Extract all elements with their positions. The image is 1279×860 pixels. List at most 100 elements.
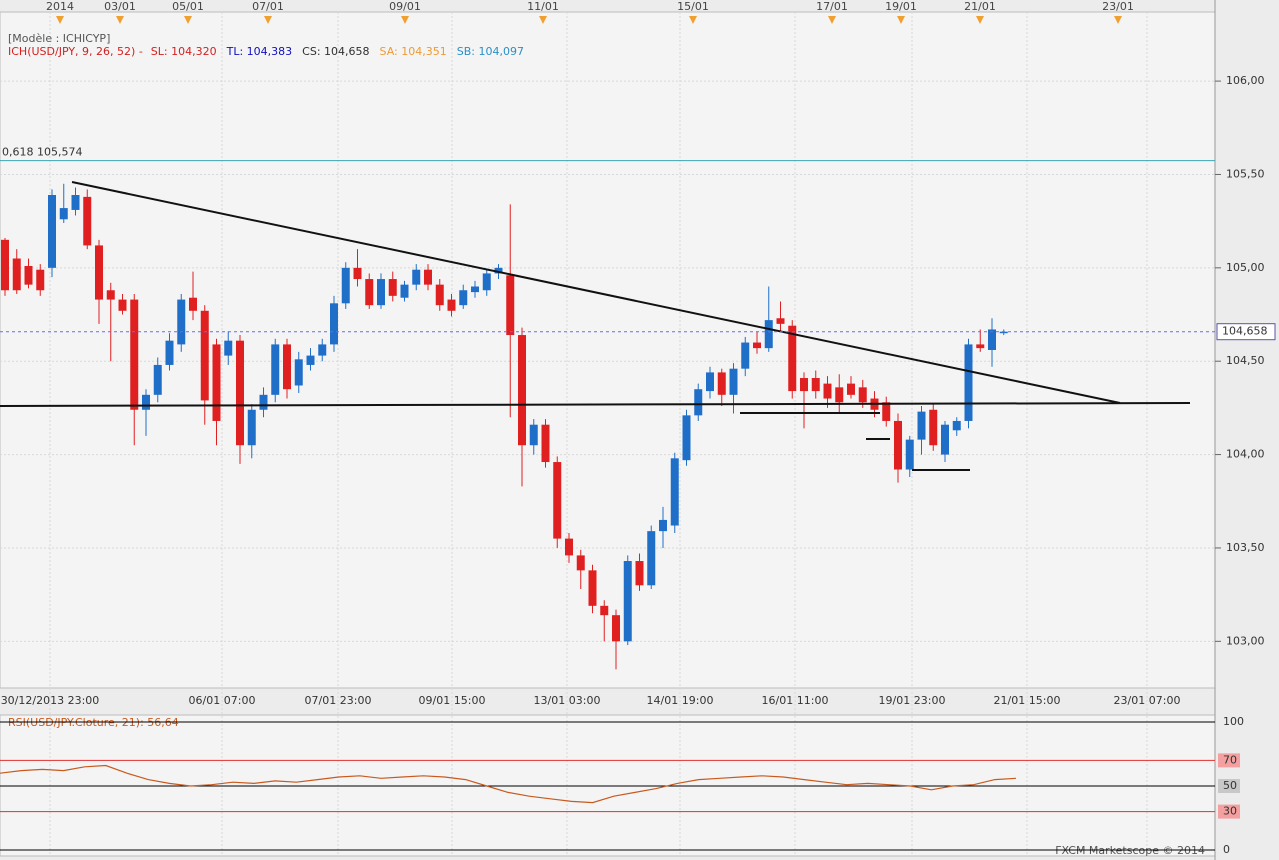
candle-body bbox=[271, 344, 280, 395]
date-marker bbox=[689, 16, 697, 24]
candle-body bbox=[459, 290, 468, 306]
candle-body bbox=[541, 424, 550, 463]
candle-body bbox=[565, 538, 573, 556]
candle-body bbox=[999, 331, 1008, 334]
y-tick-label: 105,50 bbox=[1226, 167, 1265, 180]
candle-body bbox=[130, 299, 139, 410]
rsi-tick-bg bbox=[1218, 753, 1240, 768]
candle-body bbox=[518, 335, 526, 446]
candle-body bbox=[318, 344, 327, 356]
candle-body bbox=[917, 411, 926, 440]
candle-body bbox=[83, 196, 92, 246]
candle-body bbox=[882, 402, 891, 421]
candle-body bbox=[435, 284, 444, 306]
date-marker bbox=[976, 16, 984, 24]
date-marker bbox=[401, 16, 409, 24]
top-date-label: 19/01 bbox=[885, 0, 917, 13]
candle-body bbox=[506, 275, 515, 336]
candle-body bbox=[741, 342, 750, 369]
x-tick-label: 30/12/2013 23:00 bbox=[1, 694, 100, 707]
candle-body bbox=[12, 258, 21, 291]
candle-body bbox=[177, 299, 186, 345]
candle-body bbox=[400, 284, 409, 298]
price-panel bbox=[0, 11, 1216, 689]
candle-body bbox=[753, 342, 761, 349]
current-price-label: 104,658 bbox=[1222, 325, 1268, 338]
candle-body bbox=[553, 462, 562, 539]
y-tick-label: 50 bbox=[1223, 779, 1237, 792]
candle-body bbox=[576, 555, 585, 571]
candle-body bbox=[36, 269, 45, 291]
support-line bbox=[0, 402, 1191, 407]
x-tick-label: 09/01 15:00 bbox=[419, 694, 486, 707]
candle-body bbox=[165, 340, 174, 365]
top-date-label: 07/01 bbox=[252, 0, 284, 13]
candle-body bbox=[494, 267, 503, 274]
candle-body bbox=[600, 605, 609, 616]
candle-body bbox=[788, 325, 797, 392]
candle-body bbox=[189, 297, 197, 311]
candle-body bbox=[353, 267, 362, 280]
candle-body bbox=[106, 290, 115, 300]
candle-body bbox=[412, 269, 421, 285]
x-tick-label: 06/01 07:00 bbox=[189, 694, 256, 707]
legend-entry: SB: 104,097 bbox=[457, 45, 524, 58]
date-marker bbox=[56, 16, 64, 24]
candle-body bbox=[212, 344, 221, 421]
candle-body bbox=[471, 286, 479, 293]
x-tick-label: 21/01 15:00 bbox=[994, 694, 1061, 707]
candle-body bbox=[306, 355, 315, 365]
candle-body bbox=[952, 420, 961, 431]
candle-body bbox=[682, 415, 691, 461]
rsi-line bbox=[0, 764, 1017, 804]
candle-body bbox=[612, 615, 620, 642]
rsi-tick-bg bbox=[1218, 779, 1240, 793]
candle-body bbox=[623, 561, 632, 642]
top-date-label: 03/01 bbox=[104, 0, 136, 13]
legend-entry: SL: 104,320 bbox=[151, 45, 217, 58]
candle-body bbox=[694, 389, 703, 416]
candle-body bbox=[905, 439, 914, 470]
date-marker bbox=[539, 16, 547, 24]
candle-body bbox=[635, 561, 644, 586]
date-marker bbox=[116, 16, 124, 24]
candle-body bbox=[247, 409, 256, 446]
x-tick-label: 19/01 23:00 bbox=[879, 694, 946, 707]
candle-body bbox=[388, 279, 397, 296]
candle-body bbox=[142, 394, 150, 410]
grid-layer bbox=[0, 12, 1215, 856]
candle-body bbox=[447, 299, 456, 311]
candle-body bbox=[118, 299, 127, 311]
fibonacci-label: 0,618 105,574 bbox=[2, 146, 82, 159]
candle-body bbox=[224, 340, 233, 356]
candle-body bbox=[659, 519, 667, 532]
candle-body bbox=[835, 387, 844, 403]
date-marker bbox=[264, 16, 272, 24]
candle-body bbox=[717, 372, 726, 395]
candle-body bbox=[200, 310, 209, 401]
candle-body bbox=[377, 279, 385, 306]
candle-body bbox=[341, 267, 350, 304]
candle-body bbox=[59, 208, 68, 220]
candle-body bbox=[482, 273, 491, 291]
candle-body bbox=[330, 303, 338, 345]
candle-body bbox=[894, 420, 902, 470]
candle-body bbox=[929, 409, 938, 446]
candle-body bbox=[424, 269, 432, 285]
x-tick-label: 13/01 03:00 bbox=[534, 694, 601, 707]
legend-entry: TL: 104,383 bbox=[226, 45, 293, 58]
candle-body bbox=[95, 245, 103, 300]
candle-body bbox=[811, 378, 820, 392]
top-date-label: 09/01 bbox=[389, 0, 421, 13]
current-price-box bbox=[1216, 323, 1276, 341]
top-date-label: 2014 bbox=[46, 0, 74, 13]
date-marker bbox=[184, 16, 192, 24]
top-date-label: 05/01 bbox=[172, 0, 204, 13]
trend-line bbox=[71, 181, 1121, 404]
candle-body bbox=[24, 265, 33, 285]
y-tick-label: 106,00 bbox=[1226, 74, 1265, 87]
candle-body bbox=[236, 340, 244, 446]
top-date-label: 23/01 bbox=[1102, 0, 1134, 13]
legend-entry: CS: 104,658 bbox=[302, 45, 369, 58]
candle-body bbox=[294, 359, 303, 386]
